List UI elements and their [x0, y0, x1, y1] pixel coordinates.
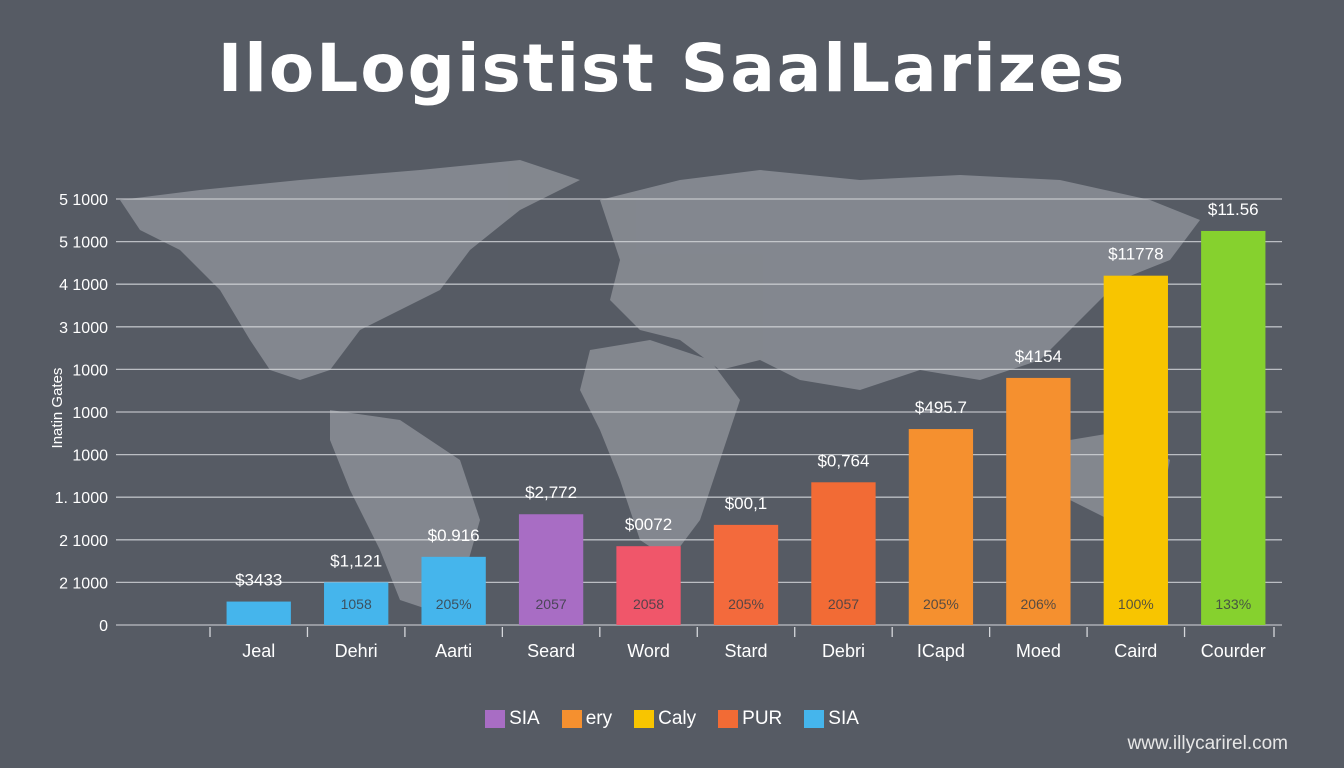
bar-inner-label: 2058 [633, 596, 664, 612]
bar-inner-label: 2057 [536, 596, 567, 612]
y-tick-label: 1000 [72, 362, 108, 379]
y-tick-label: 1000 [72, 405, 108, 422]
y-tick-label: 1. 1000 [55, 490, 108, 507]
legend-item: SIA [804, 708, 859, 730]
bar-value-label: $00,1 [725, 494, 768, 513]
legend-label: SIA [509, 708, 540, 729]
bar-inner-label: 205% [728, 596, 764, 612]
bar [1103, 275, 1168, 625]
bar [324, 582, 389, 625]
bar [811, 482, 876, 625]
chart-legend: SIA ery Caly PUR SIA [0, 708, 1344, 730]
watermark: www.illycarirel.com [1127, 733, 1288, 754]
legend-swatch [485, 710, 506, 728]
legend-item: Caly [634, 708, 696, 730]
bar-value-label: $0.916 [428, 526, 480, 545]
bar-value-label: $3433 [235, 571, 282, 590]
legend-swatch [718, 710, 739, 728]
bar-value-label: $0,764 [817, 451, 869, 470]
y-tick-label: 4 1000 [59, 277, 108, 294]
x-tick-label: Seard [527, 641, 575, 661]
legend-item: PUR [718, 708, 782, 730]
bar-inner-label: 206% [1020, 596, 1056, 612]
legend-swatch [561, 710, 582, 728]
y-tick-label: 5 1000 [59, 192, 108, 209]
bar [1006, 377, 1071, 625]
bar-value-label: $1,121 [330, 551, 382, 570]
y-tick-label: 0 [99, 618, 108, 635]
bar-value-label: $0072 [625, 515, 672, 534]
x-tick-label: Debri [822, 641, 865, 661]
legend-label: Caly [658, 708, 697, 729]
legend-swatch [634, 710, 655, 728]
x-tick-label: Courder [1201, 641, 1266, 661]
y-axis-label: Inatin Gates [49, 368, 66, 449]
bar [518, 514, 584, 625]
legend-item: ery [561, 708, 613, 730]
x-tick-label: Stard [724, 641, 767, 661]
bar-value-label: $11.56 [1208, 200, 1259, 219]
y-tick-label: 1000 [72, 448, 108, 465]
legend-label: SIA [828, 708, 859, 729]
bar-inner-label: 133% [1215, 596, 1251, 612]
bar [421, 556, 486, 625]
y-tick-label: 3 1000 [59, 320, 108, 337]
bar-inner-label: 205% [436, 596, 472, 612]
chart-title: IloLogistist SaalLarizes [217, 30, 1127, 107]
x-tick-label: Jeal [242, 641, 275, 661]
bar [713, 524, 779, 625]
y-tick-label: 2 1000 [59, 575, 108, 592]
bar-value-label: $495.7 [915, 398, 967, 417]
y-tick-label: 5 1000 [59, 235, 108, 252]
x-tick-label: Dehri [335, 641, 378, 661]
bar-value-label: $11778 [1108, 245, 1163, 264]
bar [1201, 230, 1266, 625]
x-tick-label: Caird [1114, 641, 1157, 661]
bar-inner-label: 2057 [828, 596, 859, 612]
legend-label: ery [585, 708, 613, 729]
grid-lines [116, 198, 1282, 626]
x-tick-label: Moed [1016, 641, 1061, 661]
bar-inner-label: 205% [923, 596, 959, 612]
bar-inner-label: 100% [1118, 596, 1154, 612]
x-tick-label: Aarti [435, 641, 472, 661]
x-tick-label: ICapd [917, 641, 965, 661]
bars: $3433 $1,121 1058 $0.916 205% $2,772 2057 $0072… [226, 200, 1266, 625]
bar-value-label: $4154 [1015, 347, 1062, 366]
legend-item: SIA [485, 708, 540, 730]
y-axis-ticks: 0 2 1000 2 1000 1. 1000 1000 1000 1000 3 1000 4 … [55, 192, 108, 635]
x-tick-label: Word [627, 641, 670, 661]
bar [226, 601, 291, 625]
bar [616, 546, 681, 625]
bar-chart: 0 2 1000 2 1000 1. 1000 1000 1000 1000 3 1000 4 … [49, 192, 1282, 661]
y-tick-label: 2 1000 [59, 533, 108, 550]
legend-swatch [804, 710, 825, 728]
legend-label: PUR [742, 708, 783, 729]
bar-value-label: $2,772 [525, 483, 577, 502]
x-axis-ticks: Jeal Dehri Aarti Seard Word Stard Debri ICapd Mo… [209, 627, 1275, 661]
bar-inner-label: 1058 [341, 596, 372, 612]
bar [908, 429, 974, 625]
